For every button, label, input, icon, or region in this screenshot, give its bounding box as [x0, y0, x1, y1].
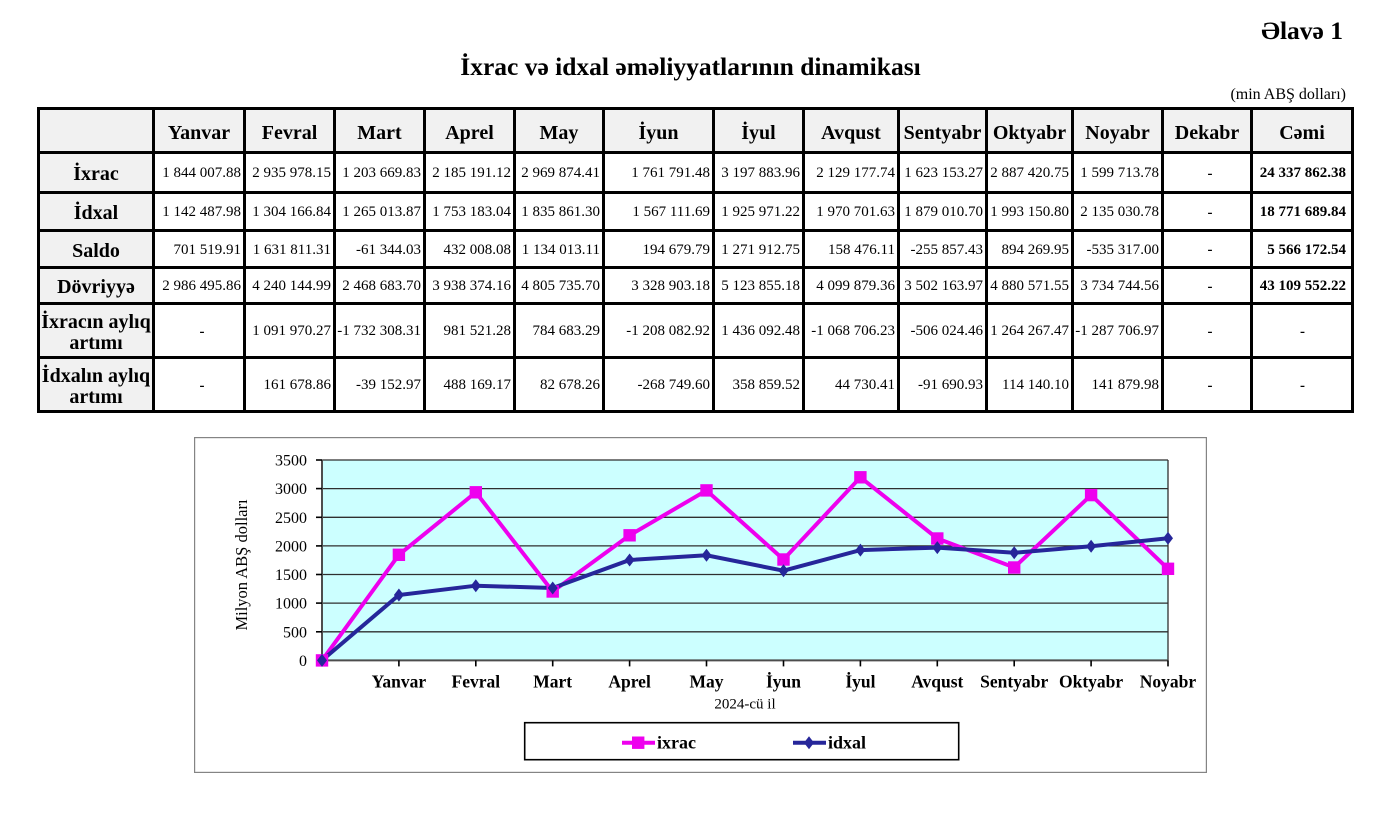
svg-text:May: May: [689, 671, 723, 691]
svg-text:ixrac: ixrac: [657, 733, 696, 753]
svg-text:0: 0: [299, 653, 307, 670]
svg-text:İyun: İyun: [766, 671, 801, 691]
svg-text:İyul: İyul: [845, 671, 875, 691]
svg-text:Oktyabr: Oktyabr: [1059, 671, 1123, 691]
svg-text:Mart: Mart: [533, 671, 572, 691]
svg-text:Yanvar: Yanvar: [372, 671, 427, 691]
svg-text:2000: 2000: [275, 538, 307, 555]
svg-text:Noyabr: Noyabr: [1140, 671, 1197, 691]
svg-text:Sentyabr: Sentyabr: [980, 671, 1048, 691]
svg-text:idxal: idxal: [828, 733, 866, 753]
svg-text:2500: 2500: [275, 510, 307, 527]
svg-text:Aprel: Aprel: [608, 671, 651, 691]
svg-text:Fevral: Fevral: [452, 671, 501, 691]
svg-text:Milyon ABŞ dolları: Milyon ABŞ dolları: [232, 499, 251, 631]
svg-text:Avqust: Avqust: [911, 671, 963, 691]
svg-text:1000: 1000: [275, 596, 307, 613]
svg-text:1500: 1500: [275, 567, 307, 584]
svg-text:3500: 3500: [275, 453, 307, 470]
svg-text:500: 500: [283, 624, 307, 641]
svg-text:3000: 3000: [275, 481, 307, 498]
svg-text:2024-cü il: 2024-cü il: [714, 696, 775, 712]
